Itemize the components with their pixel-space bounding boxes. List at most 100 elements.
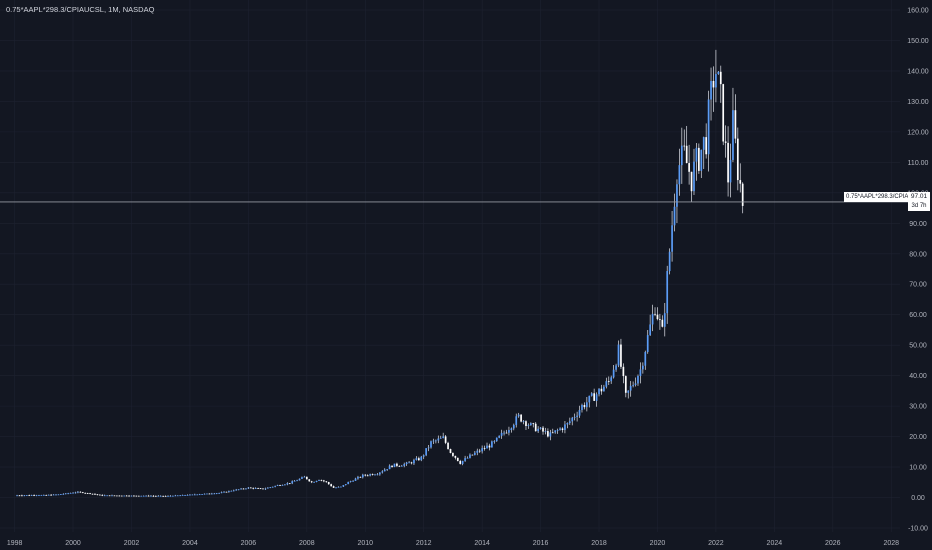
- candle-body: [305, 476, 308, 480]
- candle-body: [547, 431, 549, 437]
- candle-body: [590, 393, 593, 396]
- candle-body: [142, 495, 145, 497]
- candle-body: [624, 376, 627, 393]
- candle-body: [276, 485, 279, 486]
- candle-body: [700, 149, 703, 171]
- grid-lines: [0, 0, 900, 532]
- candle-body: [427, 447, 430, 449]
- candle-body: [383, 469, 386, 472]
- candle-body: [581, 404, 583, 411]
- candle-body: [442, 436, 445, 438]
- candle-body: [79, 491, 82, 493]
- candle-body: [288, 483, 291, 484]
- candle-body: [649, 324, 652, 336]
- candle-body: [186, 494, 189, 496]
- candle-body: [60, 494, 62, 495]
- x-tick-label: 2006: [241, 540, 257, 547]
- candle-body: [30, 495, 33, 497]
- candle-body: [710, 81, 712, 100]
- candle-body: [500, 432, 503, 436]
- candle-body: [693, 161, 695, 192]
- candle-body: [291, 481, 294, 484]
- candle-body: [203, 493, 206, 495]
- candle-body: [303, 476, 306, 478]
- candle-body: [556, 429, 559, 431]
- candle-body: [603, 386, 605, 392]
- candle-body: [116, 495, 118, 497]
- candle-body: [206, 493, 208, 495]
- y-tick-label: 160.00: [907, 8, 929, 15]
- candle-body: [318, 479, 320, 481]
- candle-body: [189, 494, 191, 496]
- candle-body: [622, 366, 625, 377]
- candle-body: [676, 184, 678, 207]
- candle-body: [551, 432, 554, 434]
- price-axis[interactable]: -10.00 0.00 10.00 20.00 30.00 40.00 50.00 60.00…: [907, 8, 929, 533]
- candle-body: [162, 495, 165, 497]
- candle-body: [67, 493, 70, 495]
- candle-body: [89, 493, 91, 494]
- candle-body: [729, 159, 732, 183]
- candle-body: [719, 71, 722, 85]
- candle-body: [444, 436, 447, 443]
- candle-body: [688, 163, 690, 172]
- candle-body: [544, 431, 547, 432]
- candle-body: [152, 495, 155, 497]
- y-tick-label: 110.00: [908, 160, 929, 167]
- candle-body: [94, 493, 96, 495]
- candle-body: [342, 485, 345, 487]
- candle-body: [515, 416, 518, 425]
- candle-body: [583, 404, 586, 408]
- candle-body: [481, 448, 483, 452]
- candle-body: [505, 432, 508, 434]
- candle-body: [532, 423, 535, 425]
- candle-body: [610, 377, 613, 382]
- candle-body: [330, 484, 333, 487]
- candle-body: [252, 487, 255, 489]
- candle-body: [128, 495, 130, 497]
- candle-body: [437, 438, 440, 441]
- candle-body: [220, 492, 223, 494]
- y-tick-label: 60.00: [909, 312, 927, 319]
- candle-body: [598, 388, 600, 395]
- candle-body: [113, 495, 116, 497]
- candle-body: [340, 486, 342, 488]
- candle-body: [417, 458, 420, 461]
- candle-body: [257, 488, 259, 489]
- candle-body: [279, 485, 281, 486]
- y-tick-label: 150.00: [907, 38, 929, 45]
- y-tick-label: 0.00: [911, 495, 925, 502]
- candle-body: [690, 171, 693, 192]
- candle-body: [629, 385, 632, 391]
- candle-body: [164, 495, 167, 497]
- last-price-value-badge: 97.01: [908, 192, 930, 202]
- candle-body: [174, 495, 177, 497]
- candle-body: [534, 423, 537, 432]
- candle-body: [379, 472, 381, 475]
- candle-body: [739, 180, 742, 184]
- candle-body: [23, 495, 26, 497]
- symbol-title[interactable]: 0.75*AAPL*298.3/CPIAUCSL, 1M, NASDAQ: [6, 5, 155, 14]
- candle-body: [364, 474, 367, 476]
- candle-body: [28, 495, 31, 497]
- y-tick-label: 120.00: [907, 129, 929, 136]
- candle-body: [702, 137, 705, 150]
- candle-body: [191, 494, 194, 496]
- candle-body: [84, 492, 87, 494]
- candle-body: [154, 495, 157, 497]
- candle-body: [707, 99, 710, 155]
- candle-body: [86, 493, 89, 494]
- candle-body: [72, 492, 74, 494]
- x-tick-label: 2020: [650, 540, 666, 547]
- candle-body: [456, 457, 459, 462]
- candle-body: [671, 225, 673, 252]
- candle-body: [656, 314, 659, 320]
- candle-body: [208, 493, 211, 495]
- candle-body: [561, 428, 564, 430]
- candle-body: [337, 486, 340, 488]
- x-tick-label: 2002: [124, 540, 140, 547]
- candle-body: [559, 428, 561, 430]
- time-axis[interactable]: 1998 2000 2002 2004 2006 2008 2010 2012 2014 2016…: [7, 540, 899, 547]
- candle-body: [111, 495, 113, 497]
